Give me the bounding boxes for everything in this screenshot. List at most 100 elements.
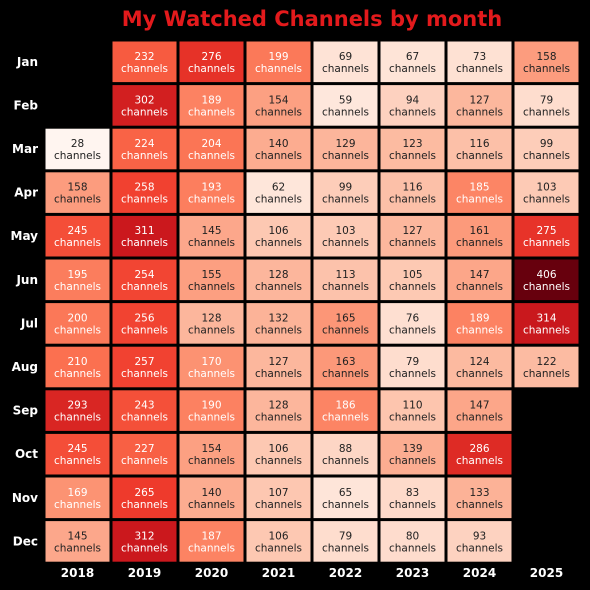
heatmap-cell-rect xyxy=(45,172,110,213)
heatmap-cell-rect xyxy=(380,215,445,257)
heatmap-cell-unit: channels xyxy=(188,455,235,467)
heatmap-cell-rect xyxy=(179,41,244,83)
heatmap-cell-unit: channels xyxy=(255,368,302,380)
heatmap-cell-unit: channels xyxy=(121,194,168,206)
heatmap-cell-rect xyxy=(313,521,378,562)
heatmap-cell-unit: channels xyxy=(523,237,570,249)
heatmap-cell-value: 73 xyxy=(473,51,486,63)
heatmap-cell-rect xyxy=(313,390,378,431)
heatmap-cell-rect xyxy=(246,85,311,126)
heatmap-cell-unit: channels xyxy=(188,63,235,75)
heatmap-cell-rect xyxy=(246,477,311,519)
heatmap-cell-rect xyxy=(246,303,311,344)
month-label: Jan xyxy=(16,55,38,69)
heatmap-cell-unit: channels xyxy=(322,106,369,118)
heatmap-cell-rect xyxy=(112,346,177,388)
heatmap-cell-unit: channels xyxy=(188,499,235,511)
heatmap-cell-rect xyxy=(112,172,177,213)
heatmap-cell-value: 163 xyxy=(335,356,355,368)
heatmap-cell-rect xyxy=(514,85,579,126)
heatmap-cell-value: 140 xyxy=(268,138,288,150)
heatmap-cell-value: 28 xyxy=(71,138,84,150)
heatmap-cell-rect xyxy=(380,433,445,475)
heatmap-cell-unit: channels xyxy=(389,542,436,554)
heatmap-cell-unit: channels xyxy=(121,542,168,554)
heatmap-cell-value: 185 xyxy=(469,182,489,194)
heatmap-cell-value: 275 xyxy=(536,225,556,237)
heatmap-cell-value: 106 xyxy=(268,443,288,455)
heatmap-cell-rect xyxy=(313,433,378,475)
heatmap-cell-unit: channels xyxy=(456,237,503,249)
heatmap-cell-unit: channels xyxy=(389,499,436,511)
heatmap-cell-value: 59 xyxy=(339,94,352,106)
heatmap-cell-unit: channels xyxy=(255,281,302,293)
heatmap-cell-value: 147 xyxy=(469,400,489,412)
chart-title: My Watched Channels by month xyxy=(122,7,502,31)
heatmap-cell-value: 314 xyxy=(536,312,556,324)
heatmap-cell-unit: channels xyxy=(456,281,503,293)
month-label: Sep xyxy=(13,404,39,418)
heatmap-cell-unit: channels xyxy=(389,324,436,336)
heatmap-cell-unit: channels xyxy=(54,324,101,336)
heatmap-cell-value: 258 xyxy=(134,182,154,194)
heatmap-cell-rect xyxy=(112,85,177,126)
heatmap-cell-value: 99 xyxy=(540,138,553,150)
heatmap-cell-value: 165 xyxy=(335,312,355,324)
heatmap-cell-value: 227 xyxy=(134,443,154,455)
heatmap-cell-rect xyxy=(447,128,512,170)
year-label: 2023 xyxy=(396,566,429,580)
heatmap-cell-value: 155 xyxy=(201,269,221,281)
heatmap-cell-unit: channels xyxy=(322,237,369,249)
heatmap-cell-value: 286 xyxy=(469,443,489,455)
heatmap-cell-value: 106 xyxy=(268,225,288,237)
heatmap-cell-unit: channels xyxy=(188,324,235,336)
heatmap-cell-unit: channels xyxy=(121,368,168,380)
heatmap-cell-value: 195 xyxy=(67,269,87,281)
heatmap-cell-value: 122 xyxy=(536,356,556,368)
heatmap-cell-unit: channels xyxy=(188,412,235,424)
heatmap-cell-unit: channels xyxy=(121,150,168,162)
heatmap-cell-unit: channels xyxy=(456,106,503,118)
heatmap-cell-value: 186 xyxy=(335,400,355,412)
heatmap-cell-value: 133 xyxy=(469,487,489,499)
heatmap-cell-value: 276 xyxy=(201,51,221,63)
heatmap-cell-value: 204 xyxy=(201,138,221,150)
heatmap-cell-value: 190 xyxy=(201,400,221,412)
heatmap-cell-value: 105 xyxy=(402,269,422,281)
heatmap-cell-rect xyxy=(380,172,445,213)
heatmap-cell-unit: channels xyxy=(255,106,302,118)
heatmap-cell-rect xyxy=(514,128,579,170)
heatmap-cell-rect xyxy=(112,128,177,170)
year-label: 2024 xyxy=(463,566,496,580)
heatmap-cell-unit: channels xyxy=(456,194,503,206)
heatmap-cell-unit: channels xyxy=(456,412,503,424)
heatmap-cell-rect xyxy=(313,215,378,257)
heatmap-cell-rect xyxy=(179,128,244,170)
heatmap-cell-unit: channels xyxy=(255,194,302,206)
heatmap-cell-unit: channels xyxy=(456,324,503,336)
heatmap-cell-unit: channels xyxy=(322,368,369,380)
heatmap-cell-rect xyxy=(313,172,378,213)
heatmap-cell-value: 80 xyxy=(406,530,419,542)
heatmap-cell-unit: channels xyxy=(322,542,369,554)
